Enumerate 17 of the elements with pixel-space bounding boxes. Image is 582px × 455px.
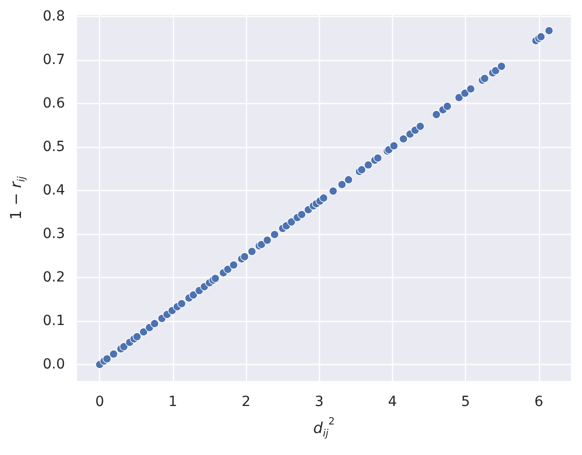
y-tick-label: 0.5 — [42, 139, 65, 156]
x-tick-label: 2 — [242, 394, 251, 410]
y-tick-label: 0.2 — [42, 270, 65, 286]
y-axis-title: 1 − rij — [7, 176, 28, 220]
x-tick-label: 5 — [461, 394, 470, 410]
y-tick-label: 0.6 — [42, 96, 66, 112]
x-tick-label: 1 — [168, 394, 178, 410]
x-tick-label: 4 — [388, 394, 397, 410]
y-tick-label: 0.1 — [42, 313, 65, 330]
x-tick-label: 3 — [314, 394, 324, 410]
y-tick-label: 0.0 — [42, 356, 65, 372]
x-tick-label: 6 — [534, 394, 544, 410]
x-tick-label: 0 — [95, 394, 104, 410]
y-tick-label: 0.8 — [42, 8, 65, 25]
y-tick-label: 0.7 — [42, 52, 65, 68]
y-tick-label: 0.4 — [42, 182, 66, 199]
y-tick-label: 0.3 — [42, 226, 65, 242]
